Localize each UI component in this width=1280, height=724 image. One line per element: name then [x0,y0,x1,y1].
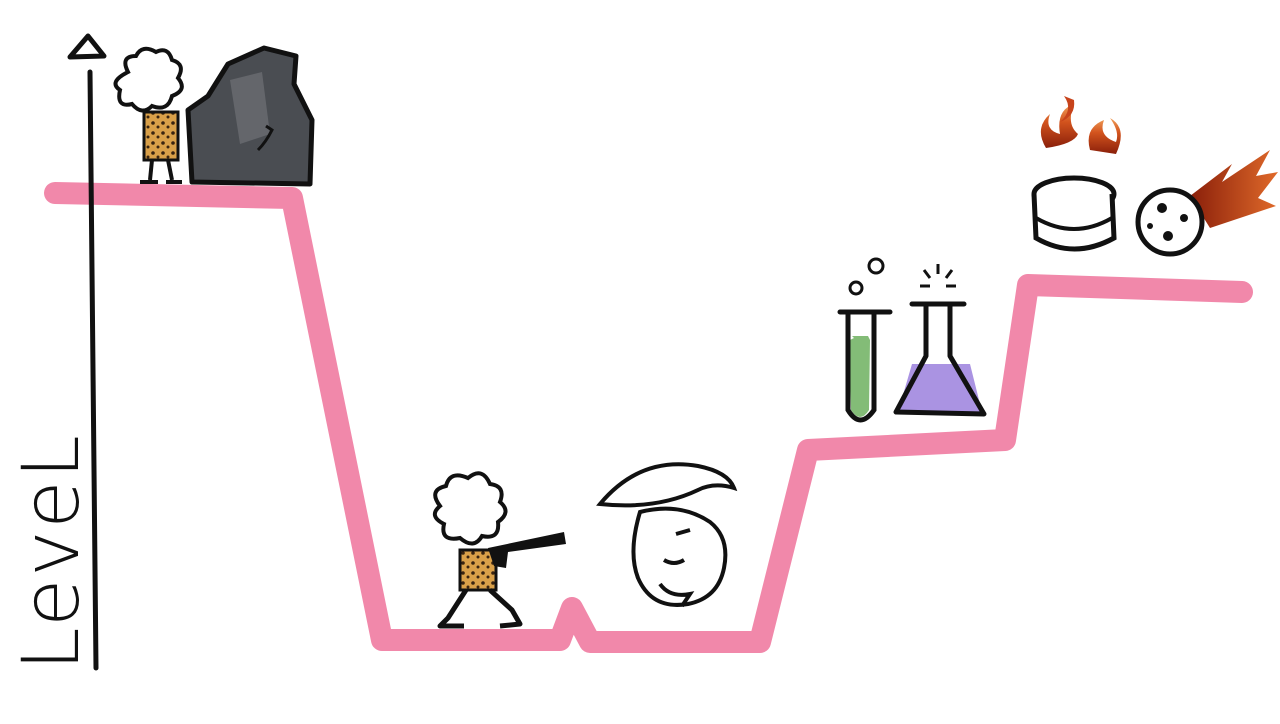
level-line [44,182,1253,653]
rock-icon [185,45,315,187]
caveman-icon [113,46,184,184]
y-axis-line [87,69,99,671]
conquistador-icon [596,462,738,608]
test-tube-icon [837,257,893,423]
fire-icon [1040,96,1121,154]
y-axis-label: LeveL [7,433,97,671]
meteor-icon [1135,150,1278,257]
caveman-with-gun-icon [432,471,566,629]
flask-icon [893,264,987,417]
y-axis-arrow [67,33,107,60]
pill-icon [1031,175,1117,252]
